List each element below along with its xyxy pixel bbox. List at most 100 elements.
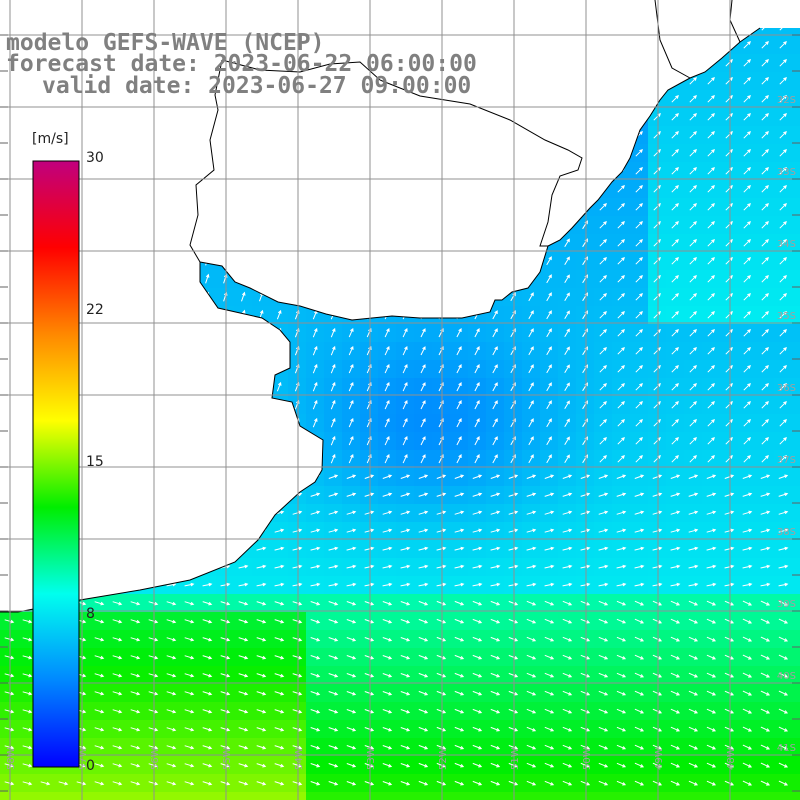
wind-arrow <box>616 690 627 696</box>
valid-date: valid date: 2023-06-27 09:00:00 <box>42 73 472 99</box>
wind-arrow <box>400 745 411 750</box>
wind-arrow <box>689 221 697 229</box>
wind-arrow <box>742 780 753 786</box>
wind-arrow <box>436 510 447 515</box>
speed-cell <box>792 342 800 360</box>
speed-cell <box>792 144 800 162</box>
wind-arrow <box>4 727 15 732</box>
wind-arrow <box>743 203 751 211</box>
wind-arrow <box>508 600 519 606</box>
wind-arrow <box>436 654 447 660</box>
wind-arrow <box>761 59 769 67</box>
lat-label: 38S <box>777 527 796 538</box>
wind-arrow <box>274 781 285 786</box>
wind-arrow <box>474 454 480 464</box>
wind-arrow <box>418 510 429 515</box>
wind-arrow <box>779 185 787 193</box>
wind-arrow <box>743 113 751 121</box>
wind-arrow <box>598 672 609 678</box>
wind-arrow <box>166 673 177 678</box>
wind-arrow <box>743 41 751 49</box>
wind-arrow <box>580 636 591 642</box>
wind-arrow <box>382 492 393 497</box>
longitude-labels: 58W 57W 56W 55W 54W 53W 52W 51W 50W 49W 48W <box>6 747 737 770</box>
speed-cell <box>252 792 270 800</box>
wind-arrow <box>508 492 519 497</box>
wind-arrow <box>635 257 643 265</box>
wind-arrow <box>707 77 715 85</box>
speed-cell <box>792 288 800 306</box>
wind-arrow <box>508 564 519 569</box>
wind-arrow <box>456 364 462 374</box>
wind-arrow <box>707 419 715 427</box>
wind-arrow <box>382 691 393 696</box>
wind-arrow <box>671 221 679 229</box>
wind-arrow <box>760 618 771 624</box>
wind-arrow <box>112 709 123 714</box>
wind-arrow <box>310 745 321 750</box>
wind-arrow <box>490 672 501 678</box>
wind-arrow <box>742 546 753 551</box>
wind-arrow <box>761 239 769 247</box>
wind-arrow <box>635 239 643 247</box>
wind-arrow <box>562 726 573 732</box>
wind-arrow <box>652 744 663 750</box>
wind-arrow <box>564 454 570 464</box>
wind-arrow <box>420 346 426 356</box>
wind-arrow <box>202 601 213 606</box>
wind-arrow <box>526 744 537 750</box>
wind-arrow <box>707 167 715 175</box>
wind-arrow <box>382 601 393 606</box>
wind-arrow <box>562 762 573 768</box>
wind-arrow <box>474 364 480 374</box>
wind-arrow <box>508 780 519 786</box>
wind-arrow <box>634 690 645 696</box>
wind-arrow <box>256 546 267 551</box>
wind-arrow <box>564 418 570 428</box>
wind-arrow <box>761 275 769 283</box>
colorbar-unit: [m/s] <box>32 131 69 147</box>
wind-arrow <box>112 781 123 786</box>
wind-arrow <box>508 474 519 479</box>
wind-arrow <box>490 636 501 642</box>
wind-arrow <box>562 654 573 660</box>
wind-arrow <box>364 781 375 786</box>
speed-cell <box>90 792 108 800</box>
wind-arrow <box>472 726 483 732</box>
wind-arrow <box>778 474 789 479</box>
wind-arrow <box>743 419 751 427</box>
wind-arrow <box>724 618 735 624</box>
wind-arrow <box>456 382 462 392</box>
wind-arrow <box>528 346 534 356</box>
wind-arrow <box>526 564 537 569</box>
wind-arrow <box>707 239 715 247</box>
wind-arrow <box>166 727 177 732</box>
speed-cell <box>792 54 800 72</box>
speed-cell <box>792 28 800 36</box>
wind-arrow <box>220 727 231 732</box>
wind-arrow <box>779 239 787 247</box>
wind-arrow <box>580 780 591 786</box>
wind-arrow <box>94 601 105 606</box>
wind-arrow <box>472 474 483 479</box>
wind-arrow <box>778 546 789 551</box>
wind-arrow <box>671 311 679 319</box>
wind-arrow <box>402 399 408 410</box>
speed-cell <box>792 558 800 576</box>
wind-arrow <box>635 293 643 301</box>
wind-arrow <box>743 239 751 247</box>
speed-cell <box>486 792 504 800</box>
wind-arrow <box>418 726 429 732</box>
wind-arrow <box>400 781 411 786</box>
wind-arrow <box>508 582 519 587</box>
wind-arrow <box>346 619 357 624</box>
wind-arrow <box>634 708 645 714</box>
wind-arrow <box>256 655 267 660</box>
wind-arrow <box>292 528 303 533</box>
lat-label: 33S <box>777 167 796 178</box>
wind-arrow <box>310 673 321 678</box>
wind-arrow <box>742 690 753 696</box>
wind-arrow <box>706 726 717 732</box>
wind-arrow <box>94 691 105 696</box>
wind-arrow <box>238 564 249 569</box>
